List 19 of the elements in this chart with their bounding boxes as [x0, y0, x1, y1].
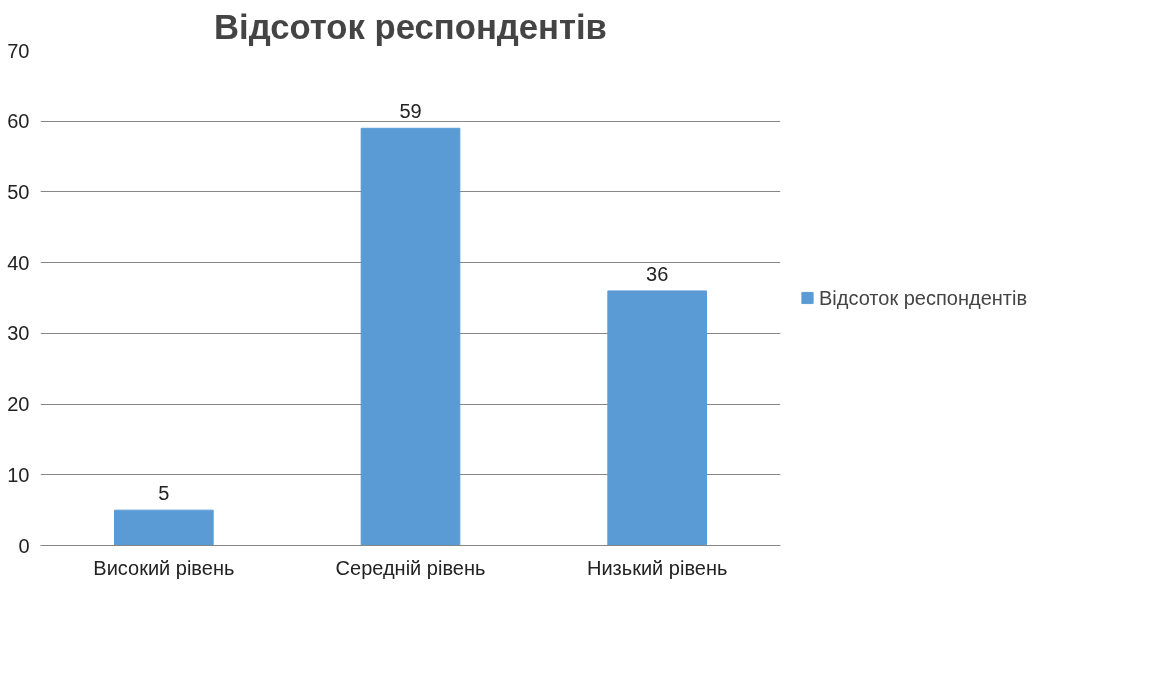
y-tick-label: 70 — [7, 39, 30, 62]
legend-label: Відсоток респондентів — [819, 286, 1028, 309]
y-tick-label: 40 — [7, 251, 30, 274]
y-tick-label: 50 — [7, 180, 30, 203]
bar — [114, 509, 214, 546]
y-tick-label: 0 — [18, 534, 30, 557]
data-label: 36 — [646, 262, 669, 285]
x-tick-label: Високий рівень — [93, 556, 235, 579]
data-label: 5 — [158, 482, 170, 505]
x-tick-label: Низький рівень — [586, 556, 728, 579]
y-tick-label: 20 — [7, 393, 30, 416]
y-tick-label: 60 — [7, 110, 30, 133]
y-tick-label: 30 — [7, 322, 30, 345]
bar — [607, 290, 707, 546]
bar — [360, 127, 461, 546]
y-tick-label: 10 — [7, 463, 30, 486]
chart-title: Відсоток респондентів — [214, 7, 607, 46]
data-label: 59 — [399, 100, 422, 123]
x-tick-label: Середній рівень — [335, 556, 486, 579]
